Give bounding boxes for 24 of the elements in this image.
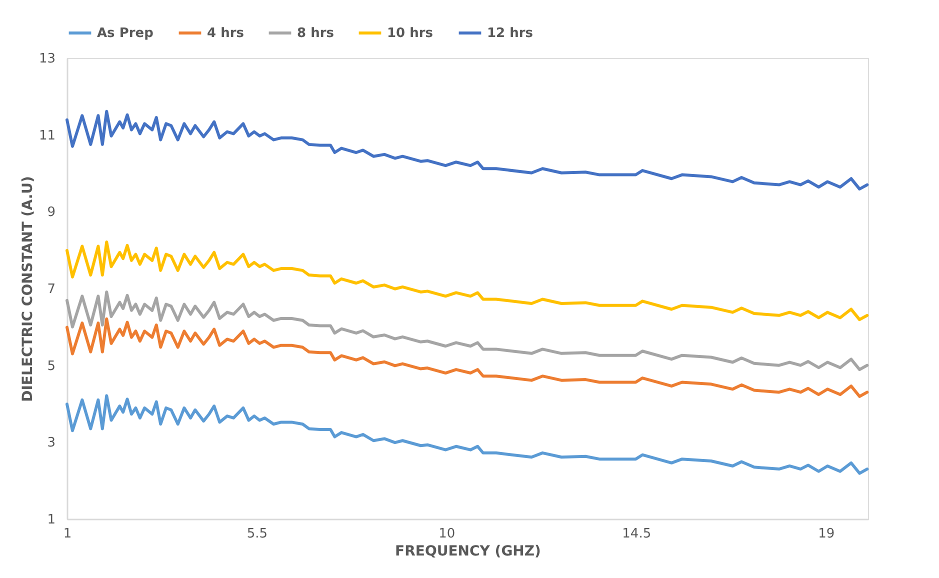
- legend-label: 12 hrs: [487, 26, 534, 41]
- line-series: [66, 240, 869, 322]
- legend-label: 8 hrs: [297, 26, 334, 41]
- x-tick-label: 1: [63, 526, 72, 542]
- x-tick-label: 19: [818, 526, 835, 542]
- x-axis-title: FREQUENCY (GHZ): [395, 544, 541, 560]
- x-tick-label: 14.5: [622, 526, 652, 542]
- line-series: [66, 290, 869, 372]
- legend-label: 10 hrs: [387, 26, 434, 41]
- y-tick-label: 3: [47, 436, 56, 451]
- y-axis-title: DIELECTRIC CONSTANT (A.U): [20, 176, 36, 402]
- y-tick-label: 11: [38, 128, 56, 144]
- x-tick-label: 5.5: [246, 526, 268, 542]
- y-tick-label: 9: [47, 205, 56, 220]
- legend-label: 4 hrs: [207, 26, 244, 41]
- y-tick-label: 13: [38, 52, 56, 66]
- line-series: [66, 110, 869, 190]
- y-tick-label: 7: [47, 282, 56, 297]
- y-tick-label: 5: [47, 358, 56, 374]
- line-series: [66, 394, 869, 475]
- y-tick-label: 1: [47, 512, 56, 528]
- line-series: [66, 317, 869, 398]
- x-tick-label: 10: [438, 526, 456, 542]
- legend-label: As Prep: [97, 26, 154, 41]
